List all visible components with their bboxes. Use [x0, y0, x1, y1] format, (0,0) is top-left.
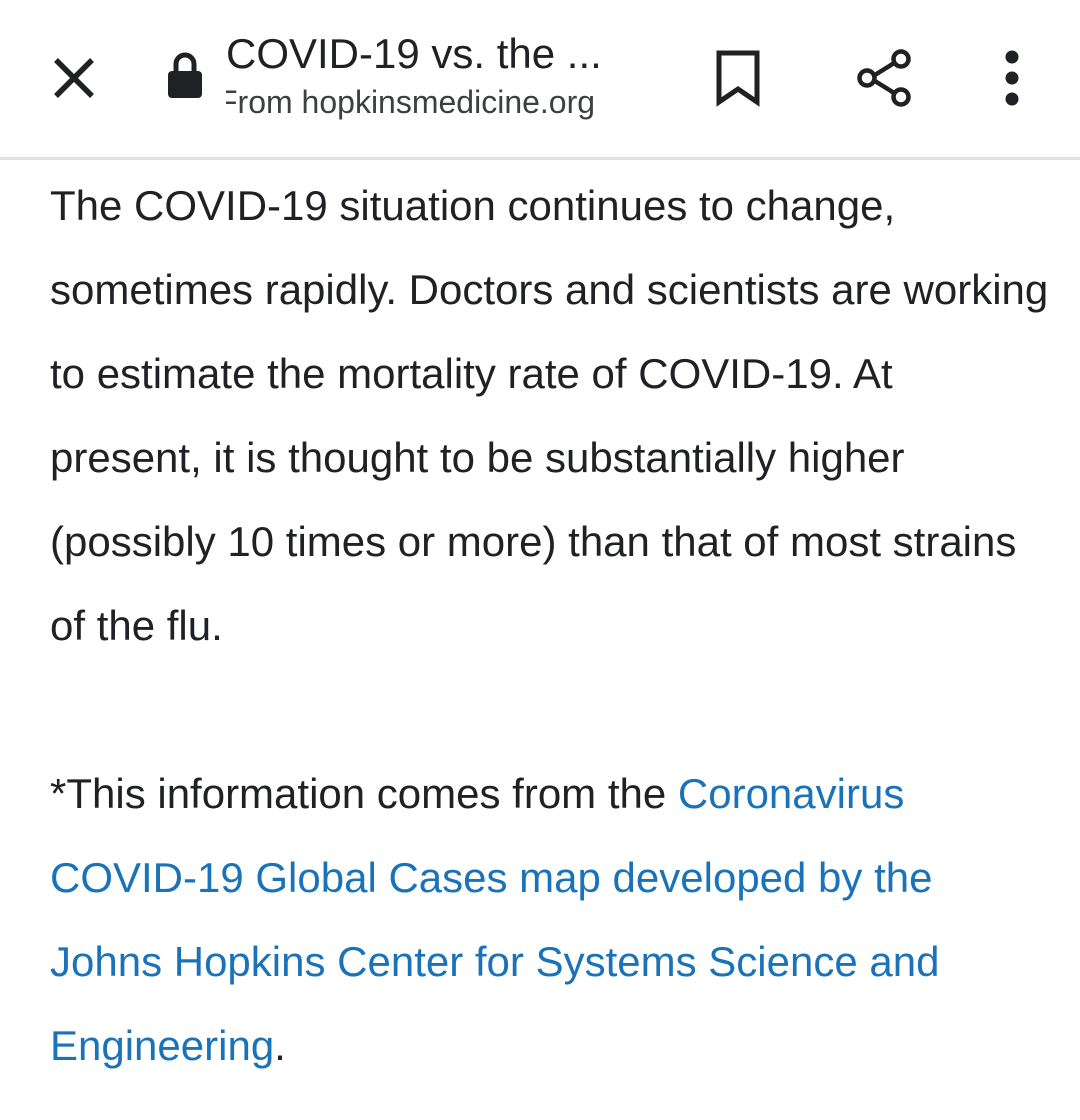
- more-vert-icon: [1005, 50, 1019, 106]
- custom-tab-toolbar: COVID-19 vs. the ... From hopkinsmedicin…: [0, 0, 1080, 160]
- page-title: COVID-19 vs. the ...: [226, 30, 602, 77]
- close-button[interactable]: [40, 44, 108, 112]
- page-title-block[interactable]: COVID-19 vs. the ... From hopkinsmedicin…: [226, 28, 646, 136]
- share-button[interactable]: [848, 42, 920, 114]
- bookmark-icon: [716, 50, 760, 107]
- share-icon: [857, 49, 911, 107]
- article-source-note: *This information comes from the Coronav…: [50, 752, 1050, 1088]
- source-note-prefix: *This information comes from the: [50, 770, 678, 817]
- bookmark-button[interactable]: [706, 42, 770, 114]
- page-source-url: From hopkinsmedicine.org: [226, 84, 596, 120]
- close-icon: [54, 58, 94, 98]
- article-content: The COVID-19 situation continues to chan…: [50, 164, 1050, 1088]
- lock-icon: [168, 52, 202, 98]
- article-paragraph: The COVID-19 situation continues to chan…: [50, 182, 1049, 649]
- more-options-button[interactable]: [982, 42, 1042, 114]
- source-link[interactable]: Coronavirus COVID-19 Global Cases map de…: [50, 770, 940, 1069]
- source-note-suffix: .: [274, 1022, 286, 1069]
